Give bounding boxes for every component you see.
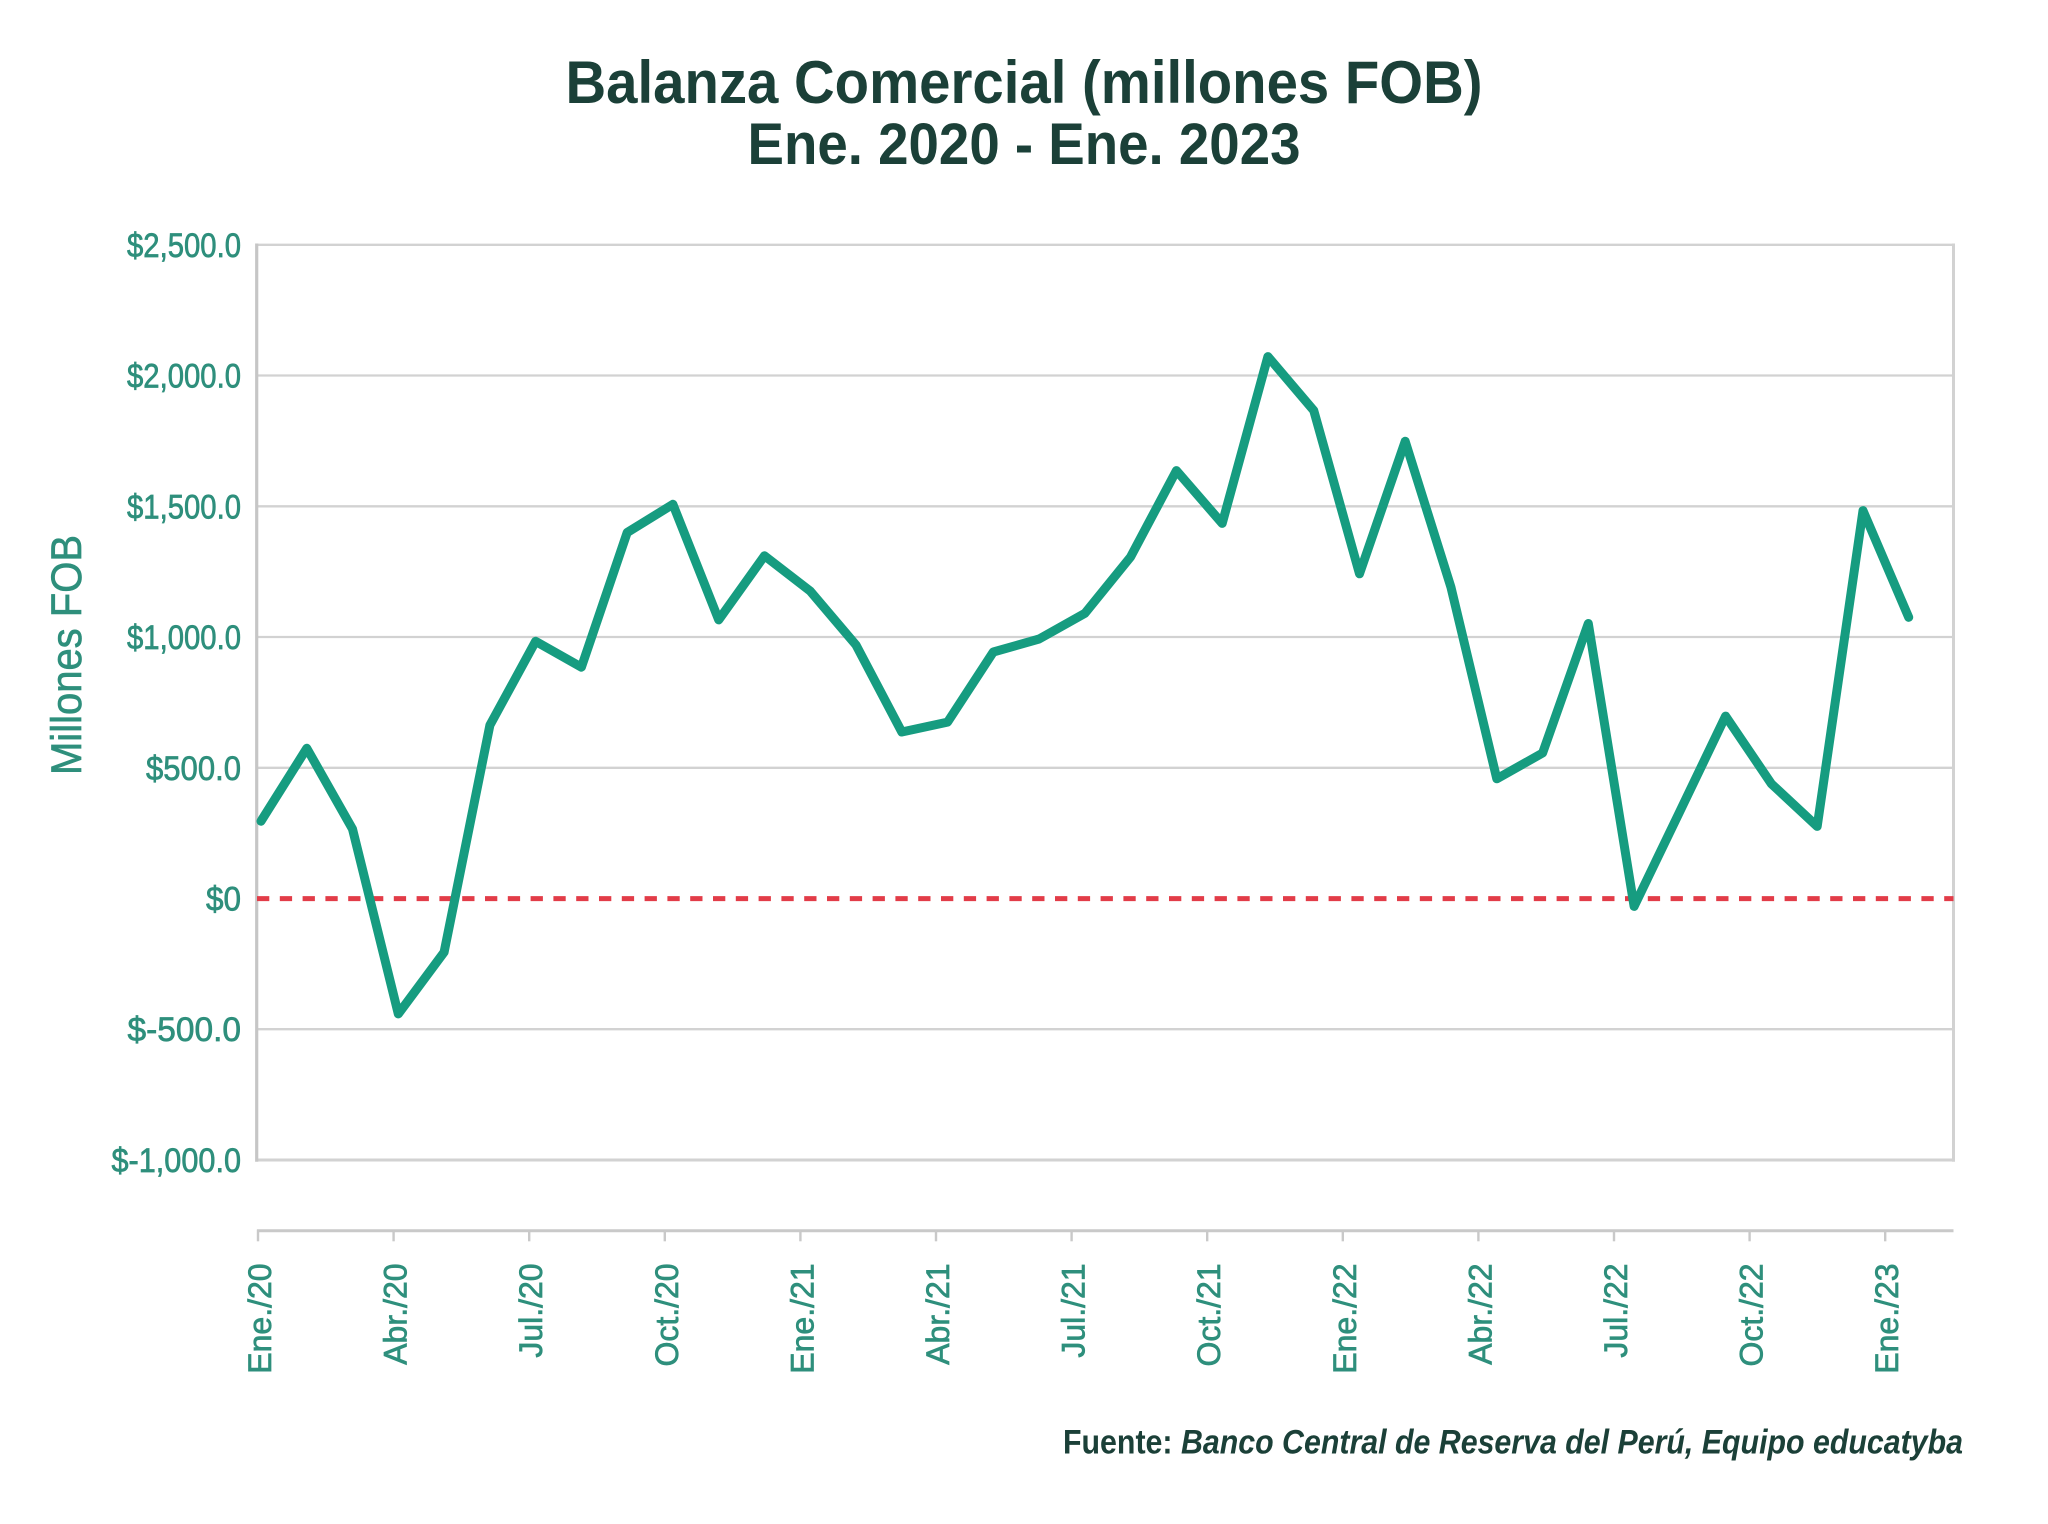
- svg-text:$1,000.0: $1,000.0: [127, 619, 241, 657]
- svg-text:Jul./22: Jul./22: [1598, 1263, 1634, 1357]
- svg-text:Oct./20: Oct./20: [649, 1263, 685, 1366]
- svg-text:Ene./23: Ene./23: [1869, 1263, 1905, 1373]
- svg-text:$-500.0: $-500.0: [128, 1011, 242, 1049]
- svg-text:$-1,000.0: $-1,000.0: [112, 1142, 242, 1180]
- svg-text:$2,000.0: $2,000.0: [127, 358, 241, 396]
- svg-text:Oct./21: Oct./21: [1191, 1263, 1227, 1366]
- svg-text:Oct./22: Oct./22: [1734, 1263, 1770, 1366]
- svg-text:Millones FOB: Millones FOB: [43, 535, 91, 775]
- svg-text:Abr./22: Abr./22: [1462, 1263, 1498, 1364]
- svg-text:$500.0: $500.0: [146, 750, 241, 788]
- svg-text:Ene./21: Ene./21: [784, 1263, 820, 1373]
- svg-text:Abr./20: Abr./20: [378, 1263, 414, 1364]
- svg-text:Ene./22: Ene./22: [1327, 1263, 1363, 1373]
- svg-text:$1,500.0: $1,500.0: [127, 488, 241, 526]
- svg-text:Abr./21: Abr./21: [920, 1263, 956, 1364]
- svg-text:Jul./20: Jul./20: [513, 1263, 549, 1357]
- svg-text:Balanza Comercial (millones FO: Balanza Comercial (millones FOB): [566, 49, 1483, 116]
- svg-text:Ene. 2020 - Ene. 2023: Ene. 2020 - Ene. 2023: [748, 112, 1301, 177]
- svg-text:$0: $0: [206, 881, 241, 919]
- svg-text:Fuente: Banco Central de Reser: Fuente: Banco Central de Reserva del Per…: [1063, 1424, 1963, 1462]
- svg-text:Jul./21: Jul./21: [1056, 1263, 1092, 1357]
- svg-text:Ene./20: Ene./20: [242, 1263, 278, 1373]
- svg-text:$2,500.0: $2,500.0: [127, 227, 241, 265]
